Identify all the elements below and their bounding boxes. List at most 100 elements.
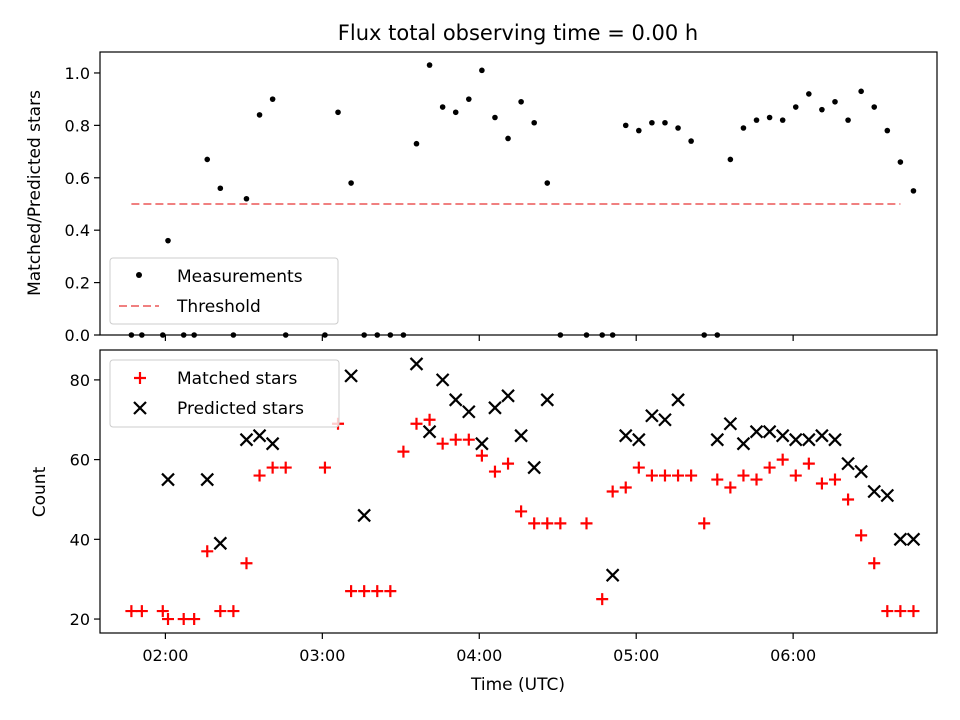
predicted-stars-point [200, 472, 215, 487]
count-panel: 20 40 60 80 02:00 03:00 04:00 05:00 06:00 [70, 349, 938, 665]
matched-stars-point [737, 469, 750, 482]
bottom-y-tick-label: 60 [70, 451, 90, 470]
matched-stars-point [162, 613, 175, 626]
predicted-stars-point [239, 432, 254, 447]
measurements-point [165, 237, 171, 244]
predicted-stars-point [344, 369, 358, 383]
measurements-point [675, 125, 681, 131]
top-plot-frame [99, 51, 938, 336]
ratio-panel: 0.0 0.2 0.4 0.6 0.8 1.0 [65, 51, 938, 345]
measurements-point [727, 156, 734, 163]
matched-stars-point [672, 469, 685, 482]
matched-stars-point [253, 469, 266, 482]
matched-stars-point [658, 469, 671, 482]
predicted-stars-point [788, 432, 803, 447]
measurements-point [348, 180, 354, 186]
x-tick-label: 02:00 [142, 646, 188, 665]
measurements-point [128, 332, 135, 338]
matched-stars-point [828, 473, 841, 486]
matched-stars-point [789, 469, 802, 482]
chart-title: Flux total observing time = 0.00 h [338, 21, 698, 45]
matched-stars-point [802, 457, 815, 470]
measurements-point [361, 332, 367, 338]
measurements-point [766, 114, 773, 121]
measurements-point [714, 332, 721, 338]
matched-stars-point [475, 449, 488, 462]
measurements-point [583, 332, 590, 338]
top-y-tick-label: 1.0 [65, 64, 90, 83]
measurements-point [609, 332, 616, 338]
bottom-legend-frame [109, 359, 340, 428]
measurements-point [599, 332, 605, 338]
matched-stars-point [554, 517, 567, 530]
measurements-point [439, 104, 446, 110]
predicted-stars-point [213, 536, 228, 551]
measurements-point [230, 332, 237, 338]
matched-stars-point [724, 481, 737, 494]
measurements-point [858, 88, 864, 95]
matched-stars-legend-label: Matched stars [177, 369, 297, 389]
matched-stars-point [436, 437, 449, 450]
x-tick-label: 04:00 [456, 646, 502, 665]
measurements-point [452, 109, 459, 116]
predicted-stars-point [435, 373, 450, 387]
predicted-stars-point [671, 393, 685, 407]
predicted-stars-point [775, 428, 790, 443]
predicted-stars-point [893, 532, 908, 547]
matched-stars-point [685, 469, 698, 482]
matched-stars-point [868, 557, 881, 570]
measurements-point [518, 98, 524, 105]
matched-stars-point [645, 469, 658, 482]
measurements-point [792, 104, 799, 110]
measurements-point [322, 332, 328, 338]
predicted-stars-point [867, 484, 882, 499]
predicted-stars-point [749, 424, 764, 439]
matched-stars-point [358, 585, 371, 598]
predicted-stars-point [540, 393, 555, 407]
x-axis-label: Time (UTC) [470, 675, 565, 695]
matched-stars-point [750, 473, 763, 486]
x-tick-label: 03:00 [299, 646, 345, 665]
measurements-point [910, 188, 917, 194]
measurements-legend-marker [136, 272, 142, 278]
measurements-point [492, 114, 498, 121]
measurements-point [662, 119, 668, 126]
measurements-point [413, 140, 420, 147]
matched-stars-point [279, 461, 292, 474]
matched-stars-point [125, 605, 138, 618]
predicted-stars-point [762, 424, 777, 439]
matched-stars-point [580, 517, 593, 530]
matched-stars-point [907, 605, 920, 618]
measurements-point [139, 332, 145, 338]
matched-stars-point [462, 433, 475, 446]
matched-stars-point [502, 457, 515, 470]
measurements-point [479, 67, 485, 74]
top-y-tick-label: 0.6 [65, 169, 90, 188]
matched-stars-point [894, 605, 907, 618]
measurements-point [845, 117, 851, 123]
matched-stars-point [240, 557, 253, 570]
x-tick-label: 05:00 [613, 646, 659, 665]
predicted-stars-point [252, 428, 267, 443]
matched-stars-point [318, 461, 331, 474]
measurements-point [180, 332, 187, 338]
measurements-point [701, 332, 708, 338]
measurements-point [897, 159, 904, 165]
top-legend: Measurements Threshold [109, 257, 339, 325]
measurements-point [806, 91, 812, 97]
measurements-point [256, 112, 263, 118]
measurements-point [649, 119, 655, 126]
predicted-stars-point [632, 432, 646, 447]
measurements-point [740, 125, 747, 131]
matched-stars-point [227, 605, 240, 618]
measurements-point [282, 332, 289, 338]
matched-stars-point [606, 485, 619, 498]
matched-stars-point [881, 605, 894, 618]
measurements-point [544, 180, 551, 186]
matched-stars-point [815, 477, 828, 490]
predicted-stars-point [880, 488, 895, 503]
matched-stars-point [384, 585, 397, 598]
predicted-stars-point [475, 436, 489, 451]
predicted-stars-point [906, 532, 921, 547]
measurements-point [204, 156, 211, 163]
